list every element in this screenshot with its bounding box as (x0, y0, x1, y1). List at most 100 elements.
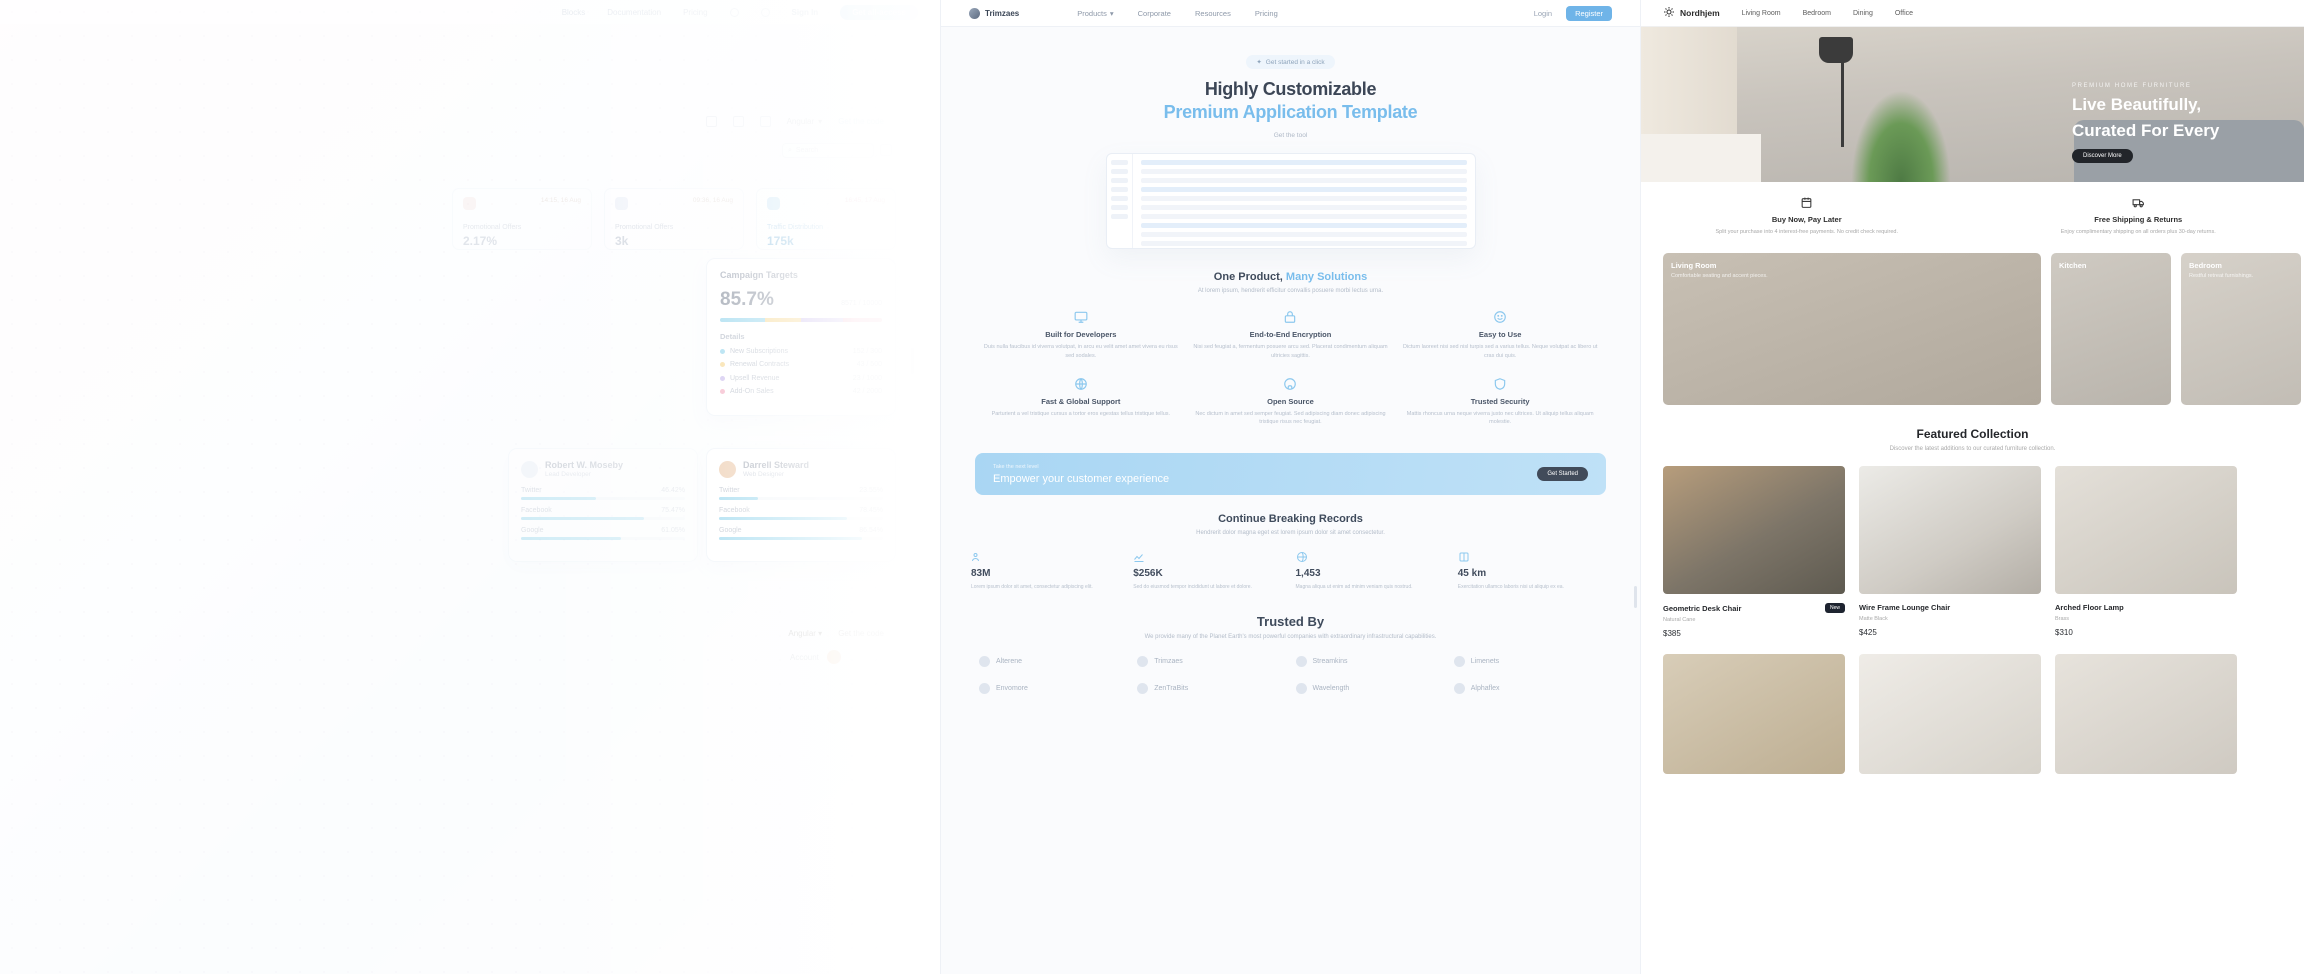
category-card[interactable]: Living Room Comfortable seating and acce… (1663, 253, 2041, 406)
register-button[interactable]: Register (1566, 5, 1612, 21)
globe-icon (1296, 550, 1308, 563)
nav-link-corporate[interactable]: Corporate (1137, 8, 1171, 18)
hero-subtext: Get the tool (1273, 132, 1308, 139)
product-card[interactable]: Wire Frame Lounge Chair Matte Black $425 (1859, 466, 2041, 638)
fade-overlay (520, 0, 940, 974)
company-logo: Envomore (979, 682, 1127, 694)
feature-grid: Built for Developers Duis nulla faucibus… (941, 294, 1640, 427)
users-icon (971, 550, 983, 562)
hero-badge[interactable]: ✦ Get started in a click (1246, 55, 1335, 69)
panel-c-nav-links: Living Room Bedroom Dining Office (1742, 10, 1913, 17)
hero-banner: PREMIUM HOME FURNITURE Live Beautifully,… (1641, 27, 2304, 182)
company-name: Trimzaes (1154, 657, 1183, 665)
product-card[interactable]: Arched Floor Lamp Brass $310 (2055, 466, 2237, 638)
nav-link-living-room[interactable]: Living Room (1741, 9, 1781, 17)
company-logo: Limenets (1453, 655, 1602, 667)
category-desc: Restful retreat furnishings. (2189, 273, 2254, 280)
globe-icon (1074, 377, 1088, 391)
company-name: Limenets (1470, 657, 1500, 665)
product-name: Arched Floor Lamp (2055, 603, 2124, 613)
company-name: Streamkins (1312, 657, 1348, 665)
trusted-section: Trusted By We provide many of the Planet… (941, 592, 1640, 694)
trusted-title: Trusted By (1256, 613, 1325, 629)
product-image[interactable] (1859, 654, 2041, 775)
feature-title: Built for Developers (1045, 330, 1117, 339)
stat-value: 1,453 (1295, 568, 1321, 580)
product-image[interactable] (1663, 654, 1845, 775)
company-name: ZenTraBits (1154, 684, 1189, 692)
feature-item: End-to-End Encryption Nisi sed feugiat a… (1191, 310, 1391, 361)
feature-item: Trusted Security Mattis rhoncus urna neq… (1400, 377, 1600, 428)
panel-c-navbar: Nordhjem Living Room Bedroom Dining Offi… (1641, 0, 2304, 27)
feature-item: Easy to Use Dictum laoreet nisi sed nisl… (1400, 310, 1600, 361)
benefit-title: Buy Now, Pay Later (1771, 215, 1842, 224)
cta-title: Empower your customer experience (993, 472, 1170, 485)
login-link[interactable]: Login (1533, 8, 1553, 18)
benefit-item: Buy Now, Pay Later Split your purchase i… (1641, 196, 1973, 237)
brand-name: Trimzaes (985, 8, 1020, 18)
product-image (1859, 466, 2041, 595)
nav-link-bedroom[interactable]: Bedroom (1802, 9, 1831, 17)
nav-link-pricing[interactable]: Pricing (1254, 8, 1278, 18)
category-title: Bedroom (2189, 261, 2222, 271)
sun-icon (1663, 6, 1675, 20)
feature-item: Open Source Nec dictum in amet sed sempe… (1191, 377, 1391, 428)
stat-value: 83M (971, 568, 991, 580)
product-image[interactable] (2055, 654, 2237, 775)
benefits-row: Buy Now, Pay Later Split your purchase i… (1641, 182, 2304, 253)
hero-headline-line1: Live Beautifully, (2072, 95, 2202, 114)
hero-text-block: PREMIUM HOME FURNITURE Live Beautifully,… (2072, 83, 2304, 163)
github-icon (1283, 377, 1297, 391)
brand-logo[interactable]: Trimzaes (969, 7, 1020, 19)
logo-mark-icon (969, 7, 980, 19)
product-material: Brass (2055, 616, 2070, 623)
trusted-logo-grid: Alterene Trimzaes Streamkins Limenets En… (941, 640, 1640, 694)
company-logo: Alphaflex (1453, 682, 1602, 694)
chevron-down-icon: ▾ (1109, 8, 1114, 18)
logo-mark-icon (1295, 682, 1307, 694)
get-started-button[interactable]: Get Started (1537, 467, 1588, 482)
stat-value: 45 km (1457, 568, 1487, 580)
product-card[interactable]: Geometric Desk Chair New Natural Cane $3… (1663, 466, 1845, 638)
company-logo: Wavelength (1295, 682, 1444, 694)
stat-item: 45 km Exercitation ullamco laboris nisi … (1458, 550, 1610, 592)
solutions-section: One Product, Many Solutions At lorem ips… (941, 249, 1640, 427)
category-card[interactable]: Kitchen (2051, 253, 2171, 406)
scrollbar-thumb[interactable] (1634, 586, 1637, 608)
company-logo: Streamkins (1295, 655, 1444, 667)
category-desc: Comfortable seating and accent pieces. (1671, 273, 1768, 280)
hero-kicker: PREMIUM HOME FURNITURE (2072, 83, 2192, 89)
lock-icon (1283, 310, 1297, 324)
app-screenshot-preview (1105, 153, 1476, 249)
category-title: Kitchen (2059, 261, 2087, 271)
product-image (2055, 466, 2237, 595)
nav-link-resources[interactable]: Resources (1194, 8, 1231, 18)
benefit-desc: Enjoy complimentary shipping on all orde… (2060, 229, 2216, 235)
feature-title: Fast & Global Support (1041, 396, 1121, 406)
feature-desc: Nisi sed feugiat a, fermentum posuere ar… (1193, 344, 1388, 359)
stat-tile-icon (463, 197, 476, 210)
stat-caption: Exercitation ullamco laboris nisi ut ali… (1457, 584, 1564, 591)
nav-link-office[interactable]: Office (1894, 9, 1914, 17)
nav-link-products[interactable]: Products ▾ (1077, 9, 1113, 18)
stats-row: 83M Lorem ipsum dolor sit amet, consecte… (941, 536, 1640, 592)
cta-banner: Take the next level Empower your custome… (975, 453, 1606, 496)
chart-icon (1133, 550, 1145, 563)
records-title: Continue Breaking Records (1218, 513, 1363, 526)
company-name: Alphaflex (1470, 684, 1500, 692)
benefit-item: Free Shipping & Returns Enjoy compliment… (1973, 196, 2304, 237)
logo-mark-icon (1137, 655, 1149, 667)
smile-icon (1493, 310, 1507, 324)
category-row: Living Room Comfortable seating and acce… (1641, 253, 2304, 406)
company-name: Wavelength (1312, 684, 1350, 692)
product-image (1663, 466, 1845, 595)
category-card[interactable]: Bedroom Restful retreat furnishings. (2181, 253, 2301, 406)
logo-mark-icon (979, 655, 990, 667)
benefit-desc: Split your purchase into 4 interest-free… (1715, 229, 1898, 235)
panel-saas-template: Trimzaes Products ▾ Corporate Resources … (940, 0, 1640, 974)
nav-link-dining[interactable]: Dining (1853, 9, 1873, 17)
product-price: $425 (1859, 628, 1877, 638)
discover-more-button[interactable]: Discover More (2072, 148, 2133, 163)
logo-mark-icon (1295, 655, 1307, 667)
brand-logo[interactable]: Nordhjem (1663, 6, 1720, 20)
